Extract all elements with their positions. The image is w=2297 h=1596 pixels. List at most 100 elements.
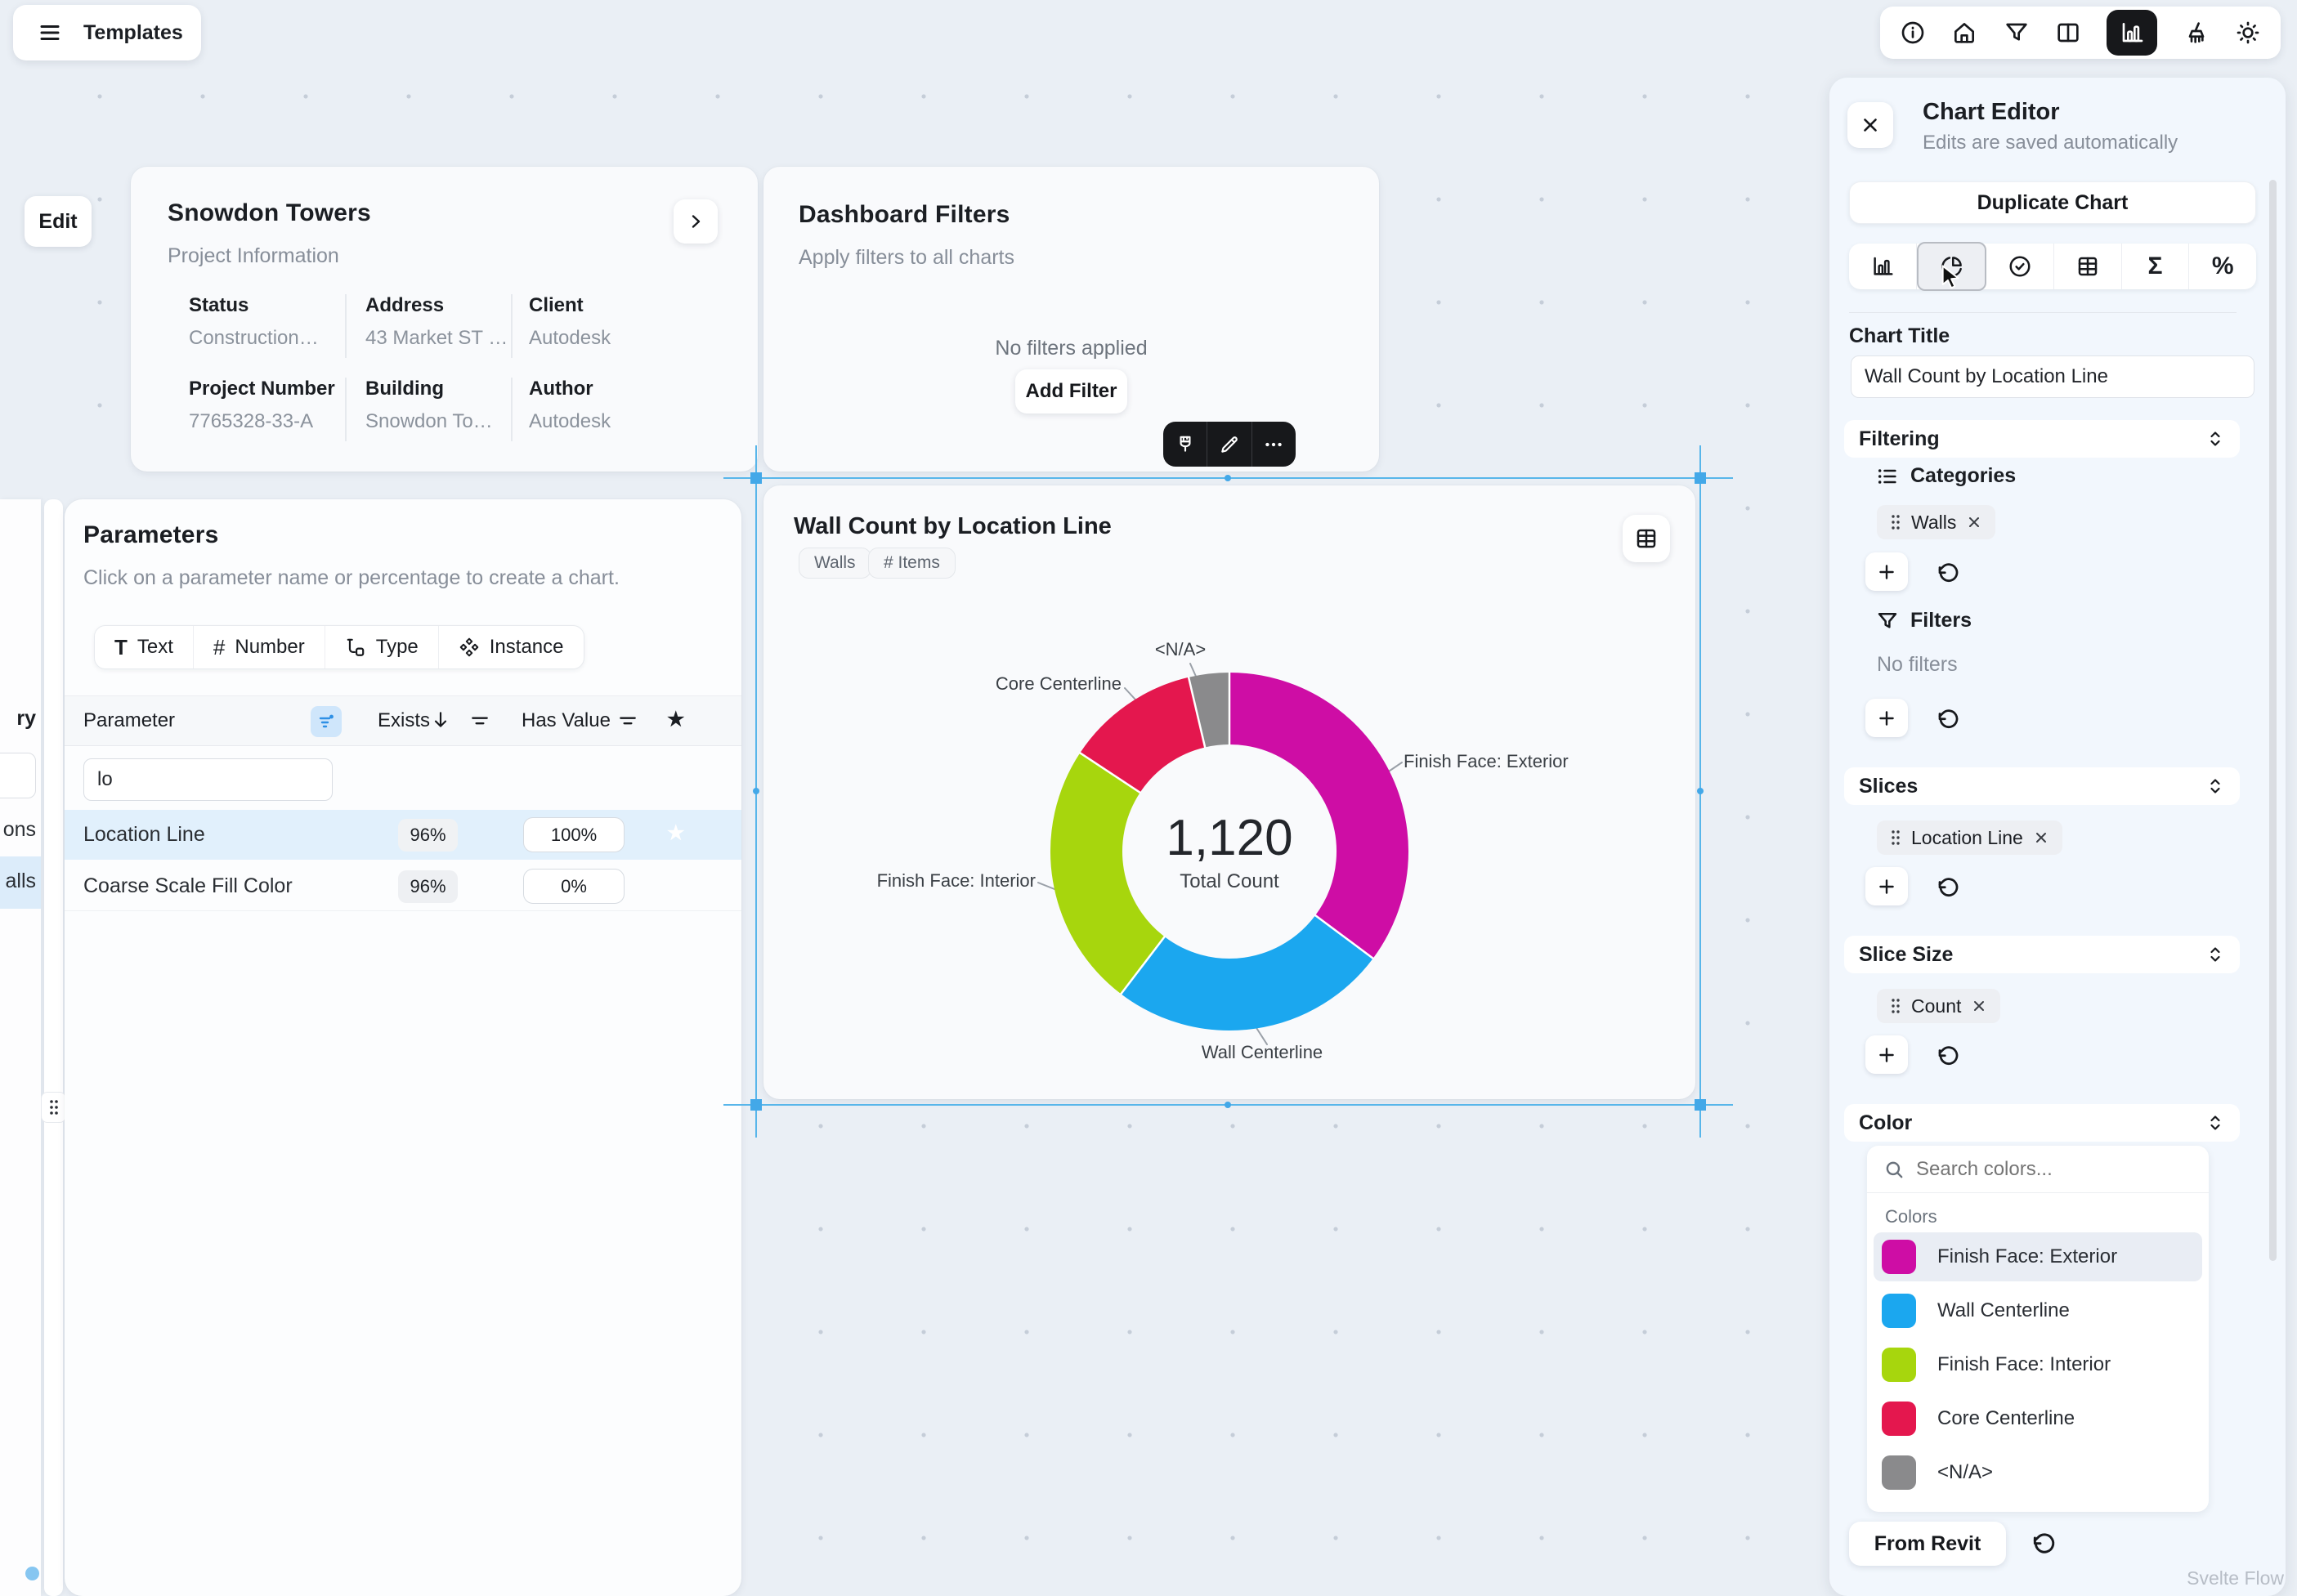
- color-item[interactable]: Core Centerline: [1874, 1394, 2202, 1443]
- chart-editor-panel: Chart Editor Edits are saved automatical…: [1829, 78, 2286, 1596]
- panel-scrollbar[interactable]: [2269, 180, 2277, 1261]
- add-slice-size-button[interactable]: [1865, 1035, 1908, 1074]
- reset-slices-icon[interactable]: [1936, 876, 1960, 901]
- reset-slice-size-icon[interactable]: [1936, 1044, 1960, 1069]
- tab-type[interactable]: Type: [325, 626, 439, 668]
- exists-percent[interactable]: 96%: [398, 870, 458, 903]
- resize-handle-se[interactable]: [1695, 1099, 1706, 1111]
- drag-handle-icon[interactable]: [1890, 829, 1901, 847]
- reset-colors-icon[interactable]: [2031, 1531, 2057, 1558]
- donut-slice[interactable]: [1228, 673, 1408, 959]
- remove-chip-icon[interactable]: [2033, 829, 2049, 846]
- has-value-percent[interactable]: 100%: [523, 817, 625, 852]
- show-table-button[interactable]: [1623, 515, 1670, 562]
- broom-icon[interactable]: [2183, 20, 2210, 46]
- left-strip-search[interactable]: [0, 753, 36, 798]
- resize-dot-e[interactable]: [1697, 788, 1704, 794]
- has-value-percent[interactable]: 0%: [523, 869, 625, 904]
- chevrons-up-down-icon[interactable]: [2205, 429, 2225, 449]
- svelte-flow-watermark[interactable]: Svelte Flow: [2187, 1567, 2284, 1589]
- parameters-panel: Parameters Click on a parameter name or …: [65, 499, 741, 1596]
- from-revit-button[interactable]: From Revit: [1849, 1522, 2006, 1566]
- tab-number[interactable]: Number: [194, 626, 325, 668]
- sigma-icon[interactable]: [2122, 244, 2190, 289]
- divider-drag-handle[interactable]: [41, 1092, 66, 1123]
- donut-slice[interactable]: [1189, 673, 1231, 748]
- table-icon[interactable]: [2054, 244, 2122, 289]
- chevrons-up-down-icon[interactable]: [2205, 945, 2225, 964]
- parameter-search-input[interactable]: [83, 758, 333, 801]
- color-search-input[interactable]: [1916, 1157, 2161, 1181]
- sun-icon[interactable]: [2235, 20, 2261, 46]
- star-icon[interactable]: [667, 708, 685, 731]
- table-row[interactable]: Coarse Scale Fill Color 96% 0%: [65, 861, 741, 911]
- chart-title-input[interactable]: [1851, 355, 2254, 398]
- remove-chip-icon[interactable]: [1966, 514, 1982, 530]
- color-item[interactable]: Wall Centerline: [1874, 1286, 2202, 1335]
- category-chip[interactable]: Walls: [1877, 505, 1996, 539]
- table-row[interactable]: Location Line 96% 100%: [65, 810, 741, 860]
- donut-chart[interactable]: [763, 485, 1695, 1099]
- bar-chart-icon[interactable]: [1849, 244, 1917, 289]
- sort-desc-icon[interactable]: [430, 709, 451, 731]
- add-slice-button[interactable]: [1865, 867, 1908, 905]
- home-icon[interactable]: [1951, 20, 1977, 46]
- filter-icon[interactable]: [2004, 20, 2030, 46]
- filter-lines-icon[interactable]: [617, 711, 638, 732]
- chart-card[interactable]: Wall Count by Location Line Walls # Item…: [763, 485, 1695, 1099]
- parameters-table-header: Parameter Exists Has Value: [65, 695, 741, 746]
- row-star-icon[interactable]: [667, 821, 685, 845]
- donut-slice[interactable]: [1121, 914, 1373, 1030]
- donut-slice[interactable]: [1080, 677, 1207, 794]
- resize-dot-n[interactable]: [1225, 475, 1231, 481]
- col-parameter[interactable]: Parameter: [83, 709, 176, 731]
- resize-dot-s[interactable]: [1225, 1102, 1231, 1108]
- list-item[interactable]: alls: [0, 856, 41, 909]
- resize-handle-sw[interactable]: [750, 1099, 762, 1111]
- add-category-button[interactable]: [1865, 552, 1908, 591]
- columns-icon[interactable]: [2055, 20, 2081, 46]
- percent-icon[interactable]: [2189, 244, 2256, 289]
- info-icon[interactable]: [1900, 20, 1926, 46]
- color-item[interactable]: <N/A>: [1874, 1448, 2202, 1497]
- color-item[interactable]: Finish Face: Interior: [1874, 1340, 2202, 1389]
- slice-chip[interactable]: Location Line: [1877, 820, 2062, 855]
- add-filter-button[interactable]: Add Filter: [1015, 369, 1127, 414]
- resize-handle-nw[interactable]: [750, 472, 762, 484]
- chevrons-up-down-icon[interactable]: [2205, 1113, 2225, 1133]
- exists-percent[interactable]: 96%: [398, 819, 458, 852]
- tab-text[interactable]: Text: [95, 626, 194, 668]
- reset-filters-icon[interactable]: [1936, 708, 1960, 732]
- close-editor-button[interactable]: [1847, 102, 1893, 148]
- panel-resize-divider[interactable]: [44, 499, 63, 1596]
- drag-handle-icon[interactable]: [1890, 513, 1901, 531]
- hamburger-menu-icon[interactable]: [38, 20, 62, 45]
- col-has-value[interactable]: Has Value: [522, 709, 611, 731]
- remove-chip-icon[interactable]: [1971, 998, 1987, 1014]
- filter-lines-icon[interactable]: [469, 711, 490, 732]
- expand-project-button[interactable]: [674, 199, 718, 244]
- col-exists[interactable]: Exists: [378, 709, 431, 731]
- edit-button[interactable]: Edit: [25, 196, 92, 247]
- reset-categories-icon[interactable]: [1936, 561, 1960, 586]
- pencil-icon[interactable]: [1207, 422, 1252, 467]
- pie-chart-icon-active[interactable]: [1916, 242, 1987, 291]
- color-swatch: [1882, 1402, 1916, 1436]
- resize-handle-ne[interactable]: [1695, 472, 1706, 484]
- check-circle-icon[interactable]: [1986, 244, 2055, 289]
- chart-icon-active[interactable]: [2107, 10, 2158, 56]
- templates-button[interactable]: Templates: [83, 20, 183, 44]
- parameter-filter-button[interactable]: [311, 706, 342, 737]
- ellipsis-icon[interactable]: [1252, 422, 1296, 467]
- tab-instance[interactable]: Instance: [439, 626, 584, 668]
- resize-dot-w[interactable]: [753, 788, 759, 794]
- drag-handle-icon[interactable]: [1890, 997, 1901, 1015]
- chevrons-up-down-icon[interactable]: [2205, 776, 2225, 796]
- color-item-selected[interactable]: Finish Face: Exterior: [1874, 1232, 2202, 1281]
- paint-brush-icon[interactable]: [1163, 422, 1208, 467]
- slice-size-chip[interactable]: Count: [1877, 989, 2001, 1023]
- list-item[interactable]: ons: [2, 818, 36, 841]
- donut-slice[interactable]: [1050, 753, 1166, 995]
- add-filter-button[interactable]: [1865, 699, 1908, 737]
- duplicate-chart-button[interactable]: Duplicate Chart: [1849, 181, 2256, 224]
